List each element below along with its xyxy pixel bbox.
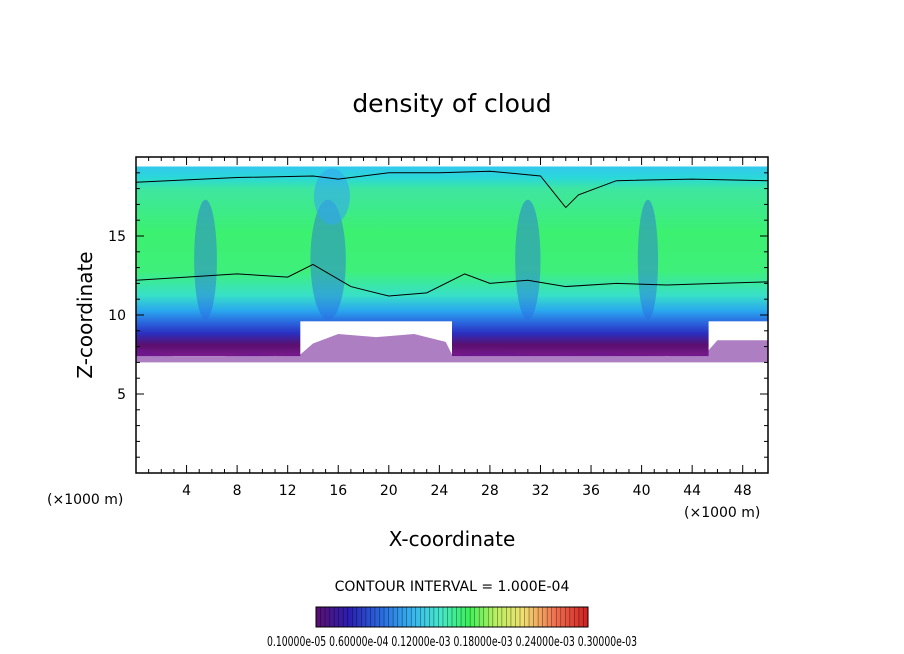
updraft-plume <box>637 199 659 320</box>
x-tick-label: 20 <box>380 483 398 499</box>
x-tick-label: 12 <box>279 483 297 499</box>
lower-contour <box>136 263 768 297</box>
y-tick-label: 15 <box>108 229 126 245</box>
colorbar: 0.10000e-05 0.60000e-04 0.12000e-03 0.18… <box>267 606 637 650</box>
contour-interval-text: CONTOUR INTERVAL = 1.000E-04 <box>335 579 570 595</box>
density-field <box>136 166 768 363</box>
y-axis-label: Z-coordinate <box>73 251 97 378</box>
colorbar-labels: 0.10000e-05 0.60000e-04 0.12000e-03 0.18… <box>267 635 637 650</box>
x-unit-label: (×1000 m) <box>684 505 760 521</box>
y-tick-label: 5 <box>117 387 126 403</box>
x-tick-label: 44 <box>683 483 701 499</box>
x-tick-label: 28 <box>481 483 499 499</box>
x-tick-label: 24 <box>430 483 448 499</box>
upper-contour <box>136 170 768 209</box>
cloud-base-layer <box>136 333 768 363</box>
updraft-plume <box>310 199 346 320</box>
x-tick-label: 36 <box>582 483 600 499</box>
x-tick-label: 16 <box>329 483 347 499</box>
updraft-plume <box>515 199 541 320</box>
colorbar-ticks <box>320 607 584 627</box>
plot-area <box>136 157 768 473</box>
x-tick-label: 4 <box>182 483 191 499</box>
x-tick-label: 40 <box>633 483 651 499</box>
x-tick-label: 48 <box>734 483 752 499</box>
anvil-core <box>313 168 350 225</box>
x-tick-label: 32 <box>532 483 550 499</box>
updraft-plume <box>194 199 217 320</box>
x-axis-label: X-coordinate <box>389 527 516 551</box>
chart-title: density of cloud <box>352 89 551 118</box>
x-tick-label: 8 <box>233 483 242 499</box>
y-unit-label: (×1000 m) <box>47 492 123 508</box>
y-tick-label: 10 <box>108 308 126 324</box>
y-axis-ticks: 5 10 15 <box>108 172 768 458</box>
x-axis-ticks: 4 8 12 16 20 24 28 32 36 40 44 48 <box>148 157 756 499</box>
